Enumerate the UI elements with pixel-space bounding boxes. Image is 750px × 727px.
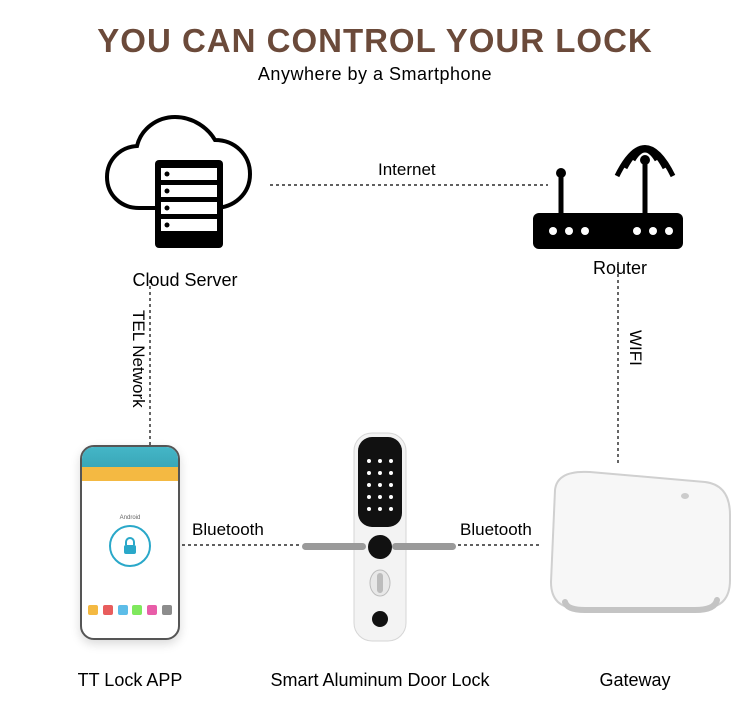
door-lock-label: Smart Aluminum Door Lock xyxy=(255,670,505,691)
router-label: Router xyxy=(560,258,680,279)
edge-wifi-label: WIFI xyxy=(625,330,645,366)
phone-label: TT Lock APP xyxy=(55,670,205,691)
lock-icon xyxy=(109,525,151,567)
gateway-icon xyxy=(535,460,735,625)
edge-bt-left-label: Bluetooth xyxy=(192,520,264,540)
router-icon xyxy=(525,105,695,260)
phone-app-icons xyxy=(82,601,178,615)
door-lock-icon xyxy=(290,425,470,650)
phone-icon: Android xyxy=(80,445,180,640)
edge-internet-label: Internet xyxy=(378,160,436,180)
edge-tel-network-label: TEL Network xyxy=(128,310,148,408)
gateway-label: Gateway xyxy=(570,670,700,691)
edge-bt-right-label: Bluetooth xyxy=(460,520,532,540)
cloud-server-label: Cloud Server xyxy=(95,270,275,291)
diagram-canvas: Cloud Server Router Android xyxy=(0,0,750,727)
cloud-server-icon xyxy=(95,115,275,265)
